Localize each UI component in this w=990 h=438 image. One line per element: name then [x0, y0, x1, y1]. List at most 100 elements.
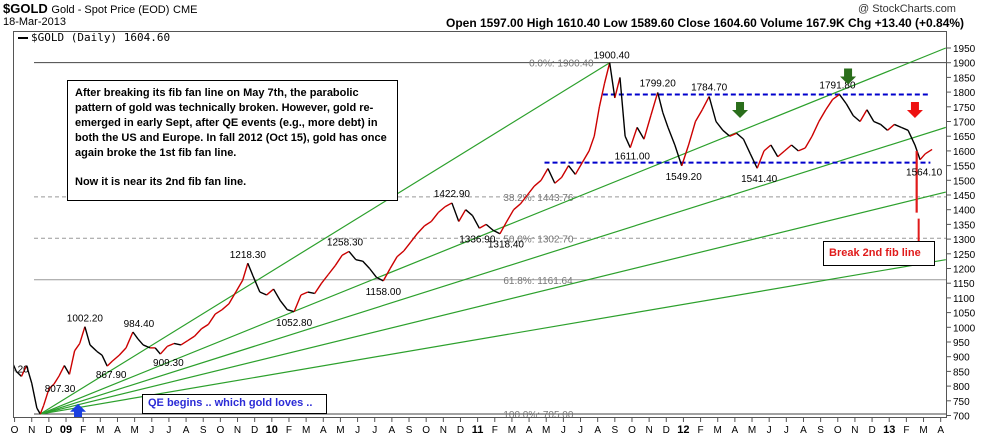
price-series-segment — [681, 144, 690, 167]
price-label: 1900.40 — [594, 51, 631, 62]
stockcharts-credit[interactable]: @ StockCharts.com — [858, 3, 956, 15]
price-series-segment — [228, 291, 237, 305]
price-series-segment — [48, 383, 55, 390]
price-series-segment — [36, 407, 41, 415]
y-axis-tick-label: 1400 — [953, 206, 976, 217]
x-axis-tick-label: O — [422, 425, 430, 436]
price-series-segment — [547, 168, 556, 184]
y-axis-tick-label: 1800 — [953, 88, 976, 99]
y-axis-tick-label: 1950 — [953, 44, 976, 55]
price-series-segment — [667, 127, 676, 146]
price-series-segment — [31, 383, 38, 409]
price-series-segment — [241, 263, 249, 281]
price-series-segment — [574, 162, 583, 175]
x-axis-tick-label: M — [96, 425, 104, 436]
ohlc-summary: Open 1597.00 High 1610.40 Low 1589.60 Cl… — [446, 16, 965, 30]
y-axis-tick-label: 750 — [953, 397, 970, 408]
price-series-segment — [207, 313, 216, 325]
y-axis-tick-label: 1650 — [953, 132, 976, 143]
price-series-segment — [887, 123, 895, 131]
y-axis-tick-label: 900 — [953, 353, 970, 364]
x-axis-tick-label: N — [28, 425, 35, 436]
price-series-segment — [513, 203, 521, 211]
price-series-segment — [293, 294, 302, 312]
price-series-segment — [111, 354, 120, 362]
price-series-segment — [478, 223, 487, 229]
price-series-segment — [742, 138, 751, 155]
price-series-segment — [389, 256, 398, 269]
y-axis-tick-label: 850 — [953, 367, 970, 378]
price-series-segment — [437, 206, 446, 214]
price-series-segment — [729, 132, 737, 137]
y-axis-tick-label: 1550 — [953, 162, 976, 173]
price-series-segment — [756, 150, 765, 169]
price-series-segment — [674, 144, 683, 167]
price-label: 1611.00 — [615, 152, 651, 163]
commentary-box: After breaking its fib fan line on May 7… — [67, 80, 398, 201]
price-series-segment — [619, 77, 626, 137]
price-series-segment — [252, 275, 261, 293]
y-axis-tick-label: 950 — [953, 338, 970, 349]
price-series-segment — [376, 276, 384, 282]
y-axis-tick-label: 1000 — [953, 323, 976, 334]
x-axis-tick-label: O — [216, 425, 224, 436]
price-series-segment — [852, 115, 861, 123]
x-axis-tick-label: M — [302, 425, 310, 436]
price-label: 807.30 — [45, 384, 76, 395]
price-series-segment — [526, 185, 535, 196]
price-series-segment — [694, 109, 703, 122]
price-series-segment — [132, 331, 139, 340]
price-series-segment — [235, 279, 244, 293]
price-label: 1541.40 — [741, 174, 778, 185]
price-series-segment — [581, 150, 590, 164]
price-series-segment — [279, 300, 288, 311]
x-axis-tick-label: F — [903, 425, 909, 436]
price-series-segment — [166, 342, 175, 348]
x-axis-tick-label: J — [166, 425, 171, 436]
price-series-segment — [859, 109, 868, 122]
fib-level-label: 50.0%: 1302.70 — [503, 234, 573, 245]
price-series-segment — [63, 365, 71, 375]
price-series-segment — [348, 250, 357, 261]
price-series-segment — [187, 335, 196, 342]
price-label: 1549.20 — [666, 172, 703, 183]
price-series-segment — [106, 360, 113, 367]
price-series-segment — [355, 258, 363, 262]
price-series-segment — [382, 268, 391, 282]
price-series-segment — [89, 344, 98, 352]
price-series-segment — [137, 338, 144, 346]
price-series-segment — [74, 343, 81, 352]
price-series-segment — [259, 291, 267, 296]
arrow-down-icon — [840, 68, 857, 85]
price-series-segment — [919, 153, 926, 161]
price-series-segment — [96, 350, 103, 356]
price-series-segment — [588, 135, 595, 152]
price-label: 1052.80 — [276, 318, 313, 329]
price-series-segment — [6, 355, 11, 359]
price-series-segment — [266, 288, 274, 296]
price-series-segment — [770, 144, 779, 158]
x-axis-tick-label: J — [355, 425, 360, 436]
price-label: 1422.90 — [434, 189, 471, 200]
x-axis-tick-label: D — [663, 425, 670, 436]
price-series-segment — [662, 112, 669, 128]
x-axis-tick-label: F — [286, 425, 292, 436]
price-series-segment — [214, 309, 223, 315]
price-series-segment — [53, 375, 60, 385]
price-series-segment — [154, 347, 161, 355]
price-label: 1218.30 — [230, 250, 267, 261]
price-series-segment — [314, 282, 323, 294]
price-series-segment — [715, 121, 724, 131]
arrow-up-icon — [70, 403, 87, 418]
price-series-segment — [624, 135, 631, 148]
fib-fan-line — [40, 259, 946, 415]
price-series-segment — [68, 350, 76, 375]
fib-fan-line — [40, 126, 947, 415]
x-axis-tick-label: A — [594, 425, 601, 436]
price-series-segment — [791, 144, 799, 152]
x-axis-tick-label: J — [561, 425, 566, 436]
price-series-segment — [499, 221, 508, 235]
price-series-segment — [424, 220, 432, 227]
